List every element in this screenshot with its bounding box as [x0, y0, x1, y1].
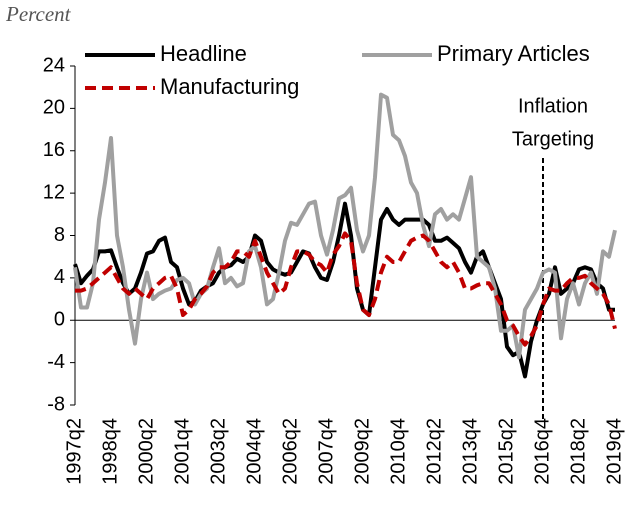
x-tick-label: 2004q4 [243, 418, 265, 485]
x-tick-label: 1998q4 [99, 418, 121, 485]
legend-label: Primary Articles [437, 41, 590, 66]
x-tick-label: 2001q4 [171, 418, 193, 485]
legend-label: Headline [160, 41, 247, 66]
x-tick-label: 2016q4 [531, 418, 553, 485]
x-tick-label: 1997q2 [63, 418, 85, 485]
x-tick-label: 2000q2 [135, 418, 157, 485]
x-tick-label: 2019q4 [603, 418, 625, 485]
x-tick-label: 2006q2 [279, 418, 301, 485]
series-line [73, 92, 617, 360]
x-tick-label: 2009q2 [351, 418, 373, 485]
y-tick-label: 24 [43, 54, 65, 76]
series-line [73, 201, 615, 379]
y-tick-label: 0 [54, 309, 65, 331]
annotation-text: Targeting [512, 128, 594, 150]
y-tick-label: 4 [54, 266, 65, 288]
y-tick-label: 20 [43, 97, 65, 119]
x-tick-label: 2013q4 [459, 418, 481, 485]
y-tick-label: 16 [43, 139, 65, 161]
x-tick-label: 2012q2 [423, 418, 445, 485]
x-tick-label: 2007q4 [315, 418, 337, 485]
x-tick-label: 2003q2 [207, 418, 229, 485]
y-tick-label: -8 [47, 393, 65, 415]
x-tick-label: 2010q4 [387, 418, 409, 485]
y-tick-label: -4 [47, 351, 65, 373]
legend-label: Manufacturing [160, 74, 299, 99]
x-tick-label: 2018q2 [567, 418, 589, 485]
annotation-text: Inflation [518, 95, 588, 117]
y-tick-label: 8 [54, 224, 65, 246]
series-line [75, 231, 617, 347]
y-axis-label: Percent [5, 2, 72, 26]
y-tick-label: 12 [43, 181, 65, 203]
x-tick-label: 2015q2 [495, 418, 517, 485]
